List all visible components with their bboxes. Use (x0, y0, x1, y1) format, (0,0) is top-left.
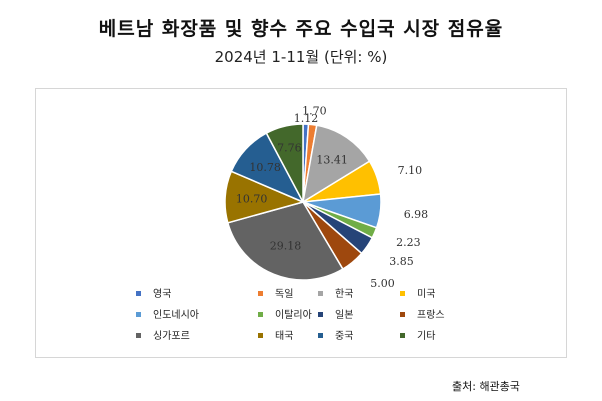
chart-area: 1.12 1.70 13.41 7.10 6.98 2.23 3.85 5.00 29.18 10… (35, 88, 567, 358)
legend-swatch-8 (400, 312, 405, 317)
data-label-10: 10.70 (236, 193, 268, 206)
pie-slice-12 (265, 123, 304, 203)
legend-label-2: 독일 (275, 288, 293, 300)
legend-label-4: 미국 (417, 288, 435, 300)
legend-item-2: 독일 (258, 288, 293, 300)
data-label-12: 7.76 (277, 142, 302, 155)
legend-item-6: 이탈리아 (258, 308, 312, 321)
source-note: 출처: 해관총국 (452, 380, 520, 393)
legend-label-8: 프랑스 (417, 309, 445, 321)
legend-item-4: 미국 (400, 288, 435, 300)
legend-item-5: 인도네시아 (136, 309, 199, 321)
legend-swatch-2 (258, 291, 263, 296)
legend-swatch-4 (400, 291, 405, 296)
legend-swatch-3 (318, 291, 323, 296)
legend-swatch-11 (318, 333, 323, 338)
legend-label-7: 일본 (335, 309, 353, 321)
pie-chart: 1.121.70 13.41 7.10 6.98 2.23 3.85 5.00 29.18 10… (136, 105, 445, 342)
legend-label-1: 영국 (153, 288, 171, 300)
chart-subtitle: 2024년 1-11월 (단위: %) (214, 48, 388, 66)
data-label-4: 7.10 (398, 164, 423, 177)
legend-swatch-10 (258, 333, 263, 338)
data-label-2: 1.70 (302, 105, 327, 118)
data-label-11: 10.78 (249, 161, 281, 174)
legend-item-8: 프랑스 (400, 309, 445, 321)
legend-item-11: 중국 (318, 330, 353, 342)
data-label-7: 3.85 (389, 255, 414, 268)
legend-item-3: 한국 (318, 288, 353, 300)
chart-title: 베트남 화장품 및 향수 주요 수입국 시장 점유율 (98, 18, 504, 40)
data-label-9: 29.18 (270, 239, 302, 252)
legend-swatch-9 (136, 333, 141, 338)
legend-label-10: 태국 (275, 330, 293, 342)
legend-swatch-12 (400, 333, 405, 338)
legend-label-11: 중국 (335, 330, 353, 342)
legend-swatch-5 (136, 312, 141, 317)
legend-label-6: 이탈리아 (275, 308, 312, 321)
legend-label-3: 한국 (335, 288, 353, 300)
legend-swatch-1 (136, 291, 141, 296)
pie-slice-3 (301, 124, 371, 204)
legend-label-9: 싱가포르 (153, 330, 190, 342)
data-label-1: 1.12 (294, 112, 319, 125)
legend-item-9: 싱가포르 (136, 330, 190, 342)
data-label-8: 5.00 (370, 277, 395, 290)
data-label-6: 2.23 (396, 236, 421, 249)
legend-label-5: 인도네시아 (153, 309, 199, 321)
legend-label-12: 기타 (417, 330, 435, 342)
legend-item-7: 일본 (318, 309, 353, 321)
legend-swatch-7 (318, 312, 323, 317)
legend-item-1: 영국 (136, 288, 171, 300)
legend-item-10: 태국 (258, 330, 293, 342)
data-label-5: 6.98 (404, 208, 429, 221)
legend-item-12: 기타 (400, 330, 435, 342)
pie-slice-9 (226, 201, 344, 281)
legend-swatch-6 (258, 312, 263, 317)
data-label-3: 13.41 (316, 154, 348, 167)
